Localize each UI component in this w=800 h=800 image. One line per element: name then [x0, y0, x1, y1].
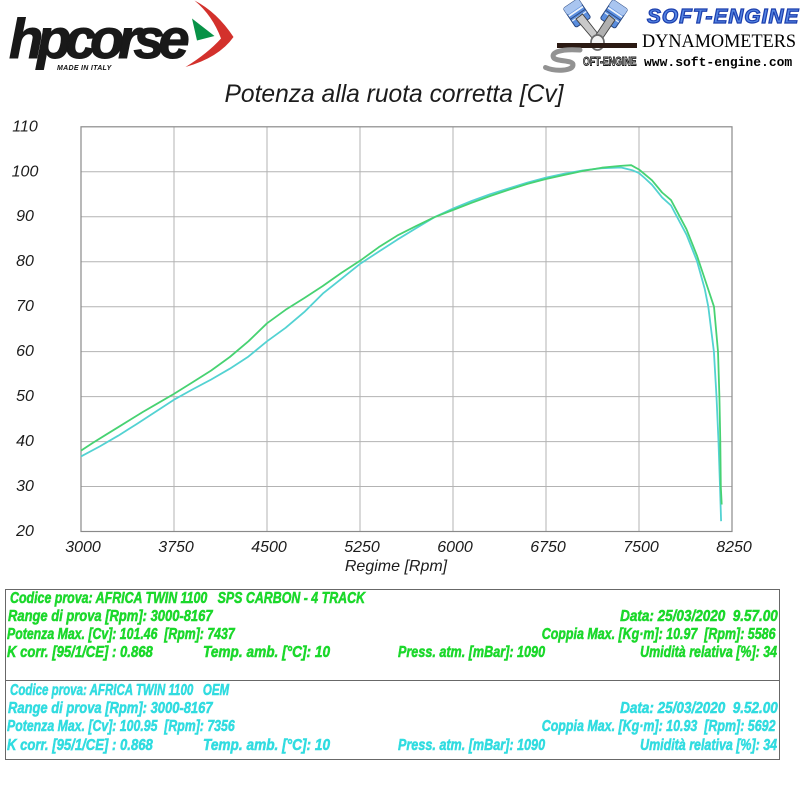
svg-text:5250: 5250 [344, 539, 380, 556]
svg-text:60: 60 [16, 343, 34, 360]
svg-text:7500: 7500 [623, 539, 659, 556]
svg-text:30: 30 [16, 478, 34, 495]
svg-text:hpcorse: hpcorse [9, 7, 189, 70]
svg-text:50: 50 [16, 388, 34, 405]
svg-text:70: 70 [16, 298, 34, 315]
svg-text:100: 100 [12, 163, 39, 180]
svg-text:Regime [Rpm]: Regime [Rpm] [345, 558, 448, 575]
svg-text:OFT-ENGINE: OFT-ENGINE [583, 55, 637, 69]
svg-text:6000: 6000 [437, 539, 473, 556]
svg-text:4500: 4500 [251, 539, 287, 556]
svg-text:110: 110 [12, 118, 38, 135]
svg-text:20: 20 [15, 523, 34, 540]
svg-text:6750: 6750 [530, 539, 566, 556]
svg-text:80: 80 [16, 253, 34, 270]
svg-text:90: 90 [16, 208, 34, 225]
svg-text:40: 40 [16, 433, 34, 450]
svg-text:8250: 8250 [716, 539, 752, 556]
svg-text:3000: 3000 [65, 539, 101, 556]
svg-text:3750: 3750 [158, 539, 194, 556]
svg-text:MADE IN ITALY: MADE IN ITALY [57, 65, 113, 72]
